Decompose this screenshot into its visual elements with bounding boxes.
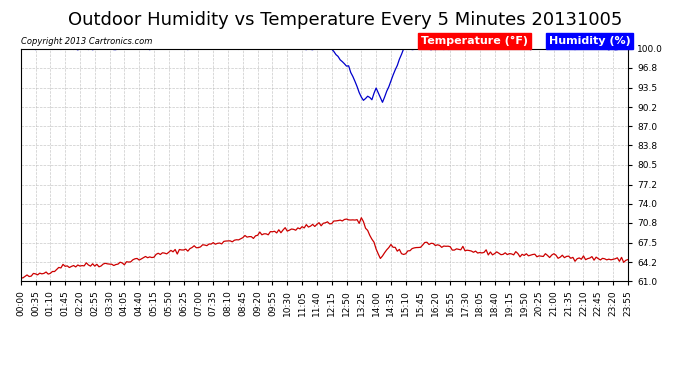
Text: Temperature (°F): Temperature (°F): [421, 36, 528, 46]
Text: Copyright 2013 Cartronics.com: Copyright 2013 Cartronics.com: [21, 38, 152, 46]
Text: Humidity (%): Humidity (%): [549, 36, 630, 46]
Text: Outdoor Humidity vs Temperature Every 5 Minutes 20131005: Outdoor Humidity vs Temperature Every 5 …: [68, 11, 622, 29]
